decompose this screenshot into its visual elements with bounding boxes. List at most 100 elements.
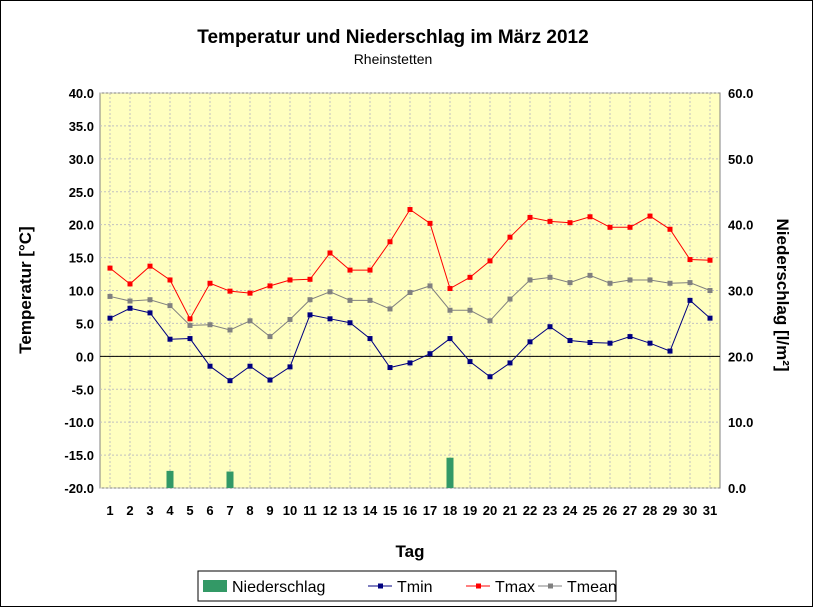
point-tmax [307,276,313,282]
point-tmean [187,322,193,328]
point-tmin [107,315,113,321]
point-tmean [547,274,553,280]
point-tmax [387,239,393,245]
x-tick: 22 [523,503,537,518]
x-tick: 30 [683,503,697,518]
point-tmean [367,297,373,303]
point-tmax [227,288,233,294]
point-tmin [647,340,653,346]
point-tmax [207,280,213,286]
x-tick: 26 [603,503,617,518]
legend-label: Tmean [567,579,617,596]
x-tick: 3 [146,503,153,518]
x-tick: 11 [303,503,317,518]
point-tmax [447,286,453,292]
point-tmin [167,336,173,342]
y-tick-left: 20.0 [69,218,94,233]
x-tick: 20 [483,503,497,518]
point-tmin [327,316,333,322]
x-tick: 10 [283,503,297,518]
x-tick: 18 [443,503,457,518]
chart-subtitle: Rheinstetten [354,51,433,67]
point-tmean [447,307,453,313]
point-tmin [627,334,633,340]
y-tick-left: 5.0 [76,316,94,331]
legend-swatch-niederschlag [203,580,227,592]
point-tmean [667,280,673,286]
x-tick: 13 [343,503,357,518]
x-tick: 25 [583,503,597,518]
y-tick-left: 35.0 [69,119,94,134]
point-tmin [547,324,553,330]
point-tmax [587,214,593,220]
point-tmean [567,280,573,286]
y-tick-left: 10.0 [69,284,94,299]
chart-title: Temperatur und Niederschlag im März 2012 [197,27,588,48]
point-tmean [227,327,233,333]
point-tmax [347,267,353,273]
point-tmean [647,277,653,283]
y-tick-left: -20.0 [64,481,94,496]
point-tmin [467,359,473,365]
y-tick-right: 50.0 [728,152,753,167]
x-tick: 12 [323,503,337,518]
y-tick-left: 25.0 [69,185,94,200]
y-tick-left: 15.0 [69,251,94,266]
point-tmax [667,226,673,232]
point-tmean [487,318,493,324]
point-tmin [667,348,673,354]
point-tmax [507,234,513,240]
y-tick-left: 30.0 [69,152,94,167]
y-axis-label-left: Temperatur [°C] [16,226,35,353]
x-tick: 19 [463,503,477,518]
point-tmean [127,298,133,304]
x-tick: 17 [423,503,437,518]
point-tmean [527,277,533,283]
y-tick-right: 60.0 [728,86,753,101]
x-tick: 14 [363,503,378,518]
y-tick-right: 0.0 [728,481,746,496]
point-tmax [467,274,473,280]
point-tmean [407,289,413,295]
point-tmean [467,307,473,313]
point-tmax [567,220,573,226]
y-tick-left: -15.0 [64,448,94,463]
point-tmean [627,277,633,283]
x-tick: 9 [266,503,273,518]
point-tmax [607,224,613,230]
point-tmean [207,322,213,328]
point-tmin [287,364,293,370]
point-tmax [267,283,273,289]
point-tmin [587,340,593,346]
legend: Niederschlag Tmin Tmax Tmean [197,570,617,602]
point-tmin [387,365,393,371]
y-tick-right: 20.0 [728,349,753,364]
point-tmin [527,339,533,345]
point-tmax [487,258,493,264]
point-tmean [287,316,293,322]
point-tmean [247,318,253,324]
x-tick: 5 [186,503,193,518]
point-tmax [147,263,153,269]
point-tmean [427,283,433,289]
point-tmax [187,316,193,322]
point-tmin [307,312,313,318]
point-tmax [327,250,333,256]
point-tmin [447,336,453,342]
point-tmin [687,297,693,303]
bar-niederschlag [166,470,174,488]
x-tick: 23 [543,503,557,518]
x-tick: 27 [623,503,637,518]
point-tmin [147,310,153,316]
point-tmax [527,214,533,220]
point-tmin [227,378,233,384]
point-tmin [567,338,573,344]
point-tmean [347,297,353,303]
x-tick: 2 [126,503,133,518]
legend-marker-tmean [548,583,553,589]
point-tmin [507,360,513,366]
point-tmax [707,257,713,263]
point-tmax [687,257,693,263]
x-tick: 15 [383,503,397,518]
x-tick: 29 [663,503,677,518]
